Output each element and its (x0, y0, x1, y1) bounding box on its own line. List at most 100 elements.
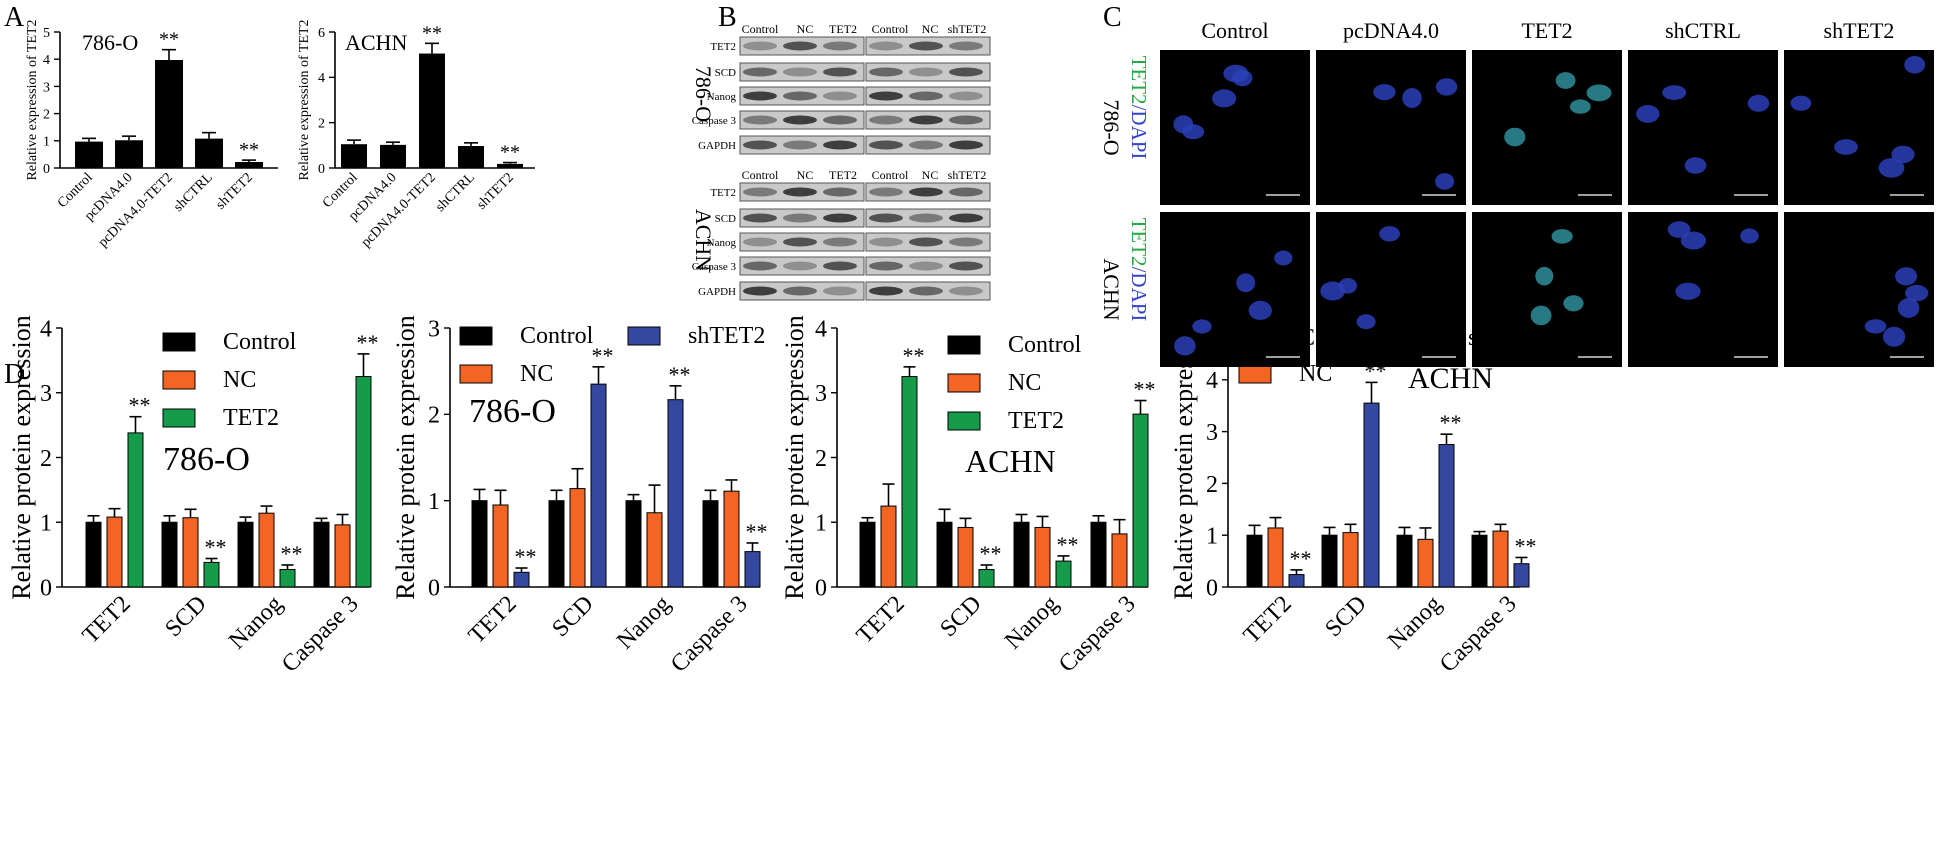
significance-label: ** (281, 541, 303, 566)
y-tick-label: 4 (1206, 368, 1218, 394)
y-tick-label: 4 (318, 71, 325, 86)
nucleus (1747, 94, 1770, 112)
panel-letter-c: C (1103, 2, 1122, 33)
significance-label: ** (500, 142, 520, 164)
lane-label: NC (797, 168, 814, 182)
category-label: Nanog (1000, 591, 1064, 655)
blot-band (783, 115, 817, 125)
blot-strip (865, 62, 991, 82)
band-label: TET2 (710, 187, 736, 199)
significance-label: ** (1057, 532, 1079, 557)
blot-band (909, 237, 943, 247)
lane-label: NC (797, 22, 814, 36)
category-label: SCD (935, 591, 986, 642)
bar (458, 146, 484, 168)
y-tick-label: 6 (318, 26, 325, 41)
stain-tet2: TET2 (1127, 218, 1151, 267)
lane-label: Control (742, 22, 779, 36)
lane-label: TET2 (829, 168, 857, 182)
nucleus (1667, 221, 1691, 238)
category-label: TET2 (78, 591, 136, 649)
legend-swatch (162, 370, 196, 390)
bar (279, 569, 296, 588)
if-tile (1160, 50, 1310, 205)
bar (1090, 521, 1107, 588)
y-tick-label: 1 (815, 511, 827, 537)
blot-band (743, 115, 777, 125)
column-header: Control (1201, 18, 1268, 43)
bar (106, 516, 123, 588)
legend-label: Control (1008, 332, 1082, 358)
blot-band (949, 237, 983, 247)
y-tick-label: 0 (428, 575, 440, 601)
legend: Control NC TET2 (162, 329, 297, 431)
legend-label: TET2 (1008, 408, 1064, 434)
bar (1342, 532, 1359, 588)
blot-strip (865, 135, 991, 155)
western-blot-panel: Control NC TET2 Control NC shTET2 TET2 SCD Nanog… (691, 22, 991, 301)
bar (334, 524, 351, 588)
blot-band (869, 261, 903, 271)
legend-label: Control (223, 329, 297, 355)
bar (85, 521, 102, 588)
blot-band (869, 213, 903, 223)
nucleus (1356, 314, 1376, 330)
bar (548, 500, 565, 588)
nucleus (1555, 72, 1576, 89)
bar (203, 561, 220, 588)
nucleus (1504, 127, 1526, 147)
y-tick-label: 3 (1206, 420, 1218, 446)
bar (744, 551, 761, 588)
nucleus (1904, 56, 1926, 74)
blot-band (783, 140, 817, 150)
blot-strip (865, 208, 991, 228)
bar (1111, 533, 1128, 588)
bar (1438, 444, 1455, 588)
blot-band (783, 213, 817, 223)
significance-label: ** (357, 330, 379, 355)
chart-title: ACHN (345, 30, 407, 55)
band-label: SCD (715, 67, 736, 79)
blot-band (783, 187, 817, 197)
blot-band (869, 140, 903, 150)
lane-label: TET2 (829, 22, 857, 36)
column-header: pcDNA4.0 (1343, 18, 1439, 43)
y-tick-label: 1 (43, 135, 50, 150)
bar (1267, 527, 1284, 588)
category-label: shTET2 (213, 170, 256, 213)
blot-band (869, 237, 903, 247)
bar (936, 521, 953, 588)
significance-label: ** (515, 544, 537, 569)
legend-label: TET2 (223, 405, 279, 431)
y-tick-label: 1 (40, 511, 52, 537)
nucleus (1435, 78, 1458, 96)
if-tile (1784, 212, 1934, 367)
column-header: shTET2 (1824, 18, 1895, 43)
if-tile (1316, 212, 1466, 367)
blot-band (823, 140, 857, 150)
chart-title: ACHN (1408, 362, 1493, 395)
bar (313, 521, 330, 588)
y-tick-label: 2 (43, 108, 50, 123)
y-tick-label: 3 (40, 381, 52, 407)
blot-band (909, 41, 943, 51)
stain-separator: / (1127, 105, 1151, 111)
blot-band (743, 286, 777, 296)
category-label: shCTRL (433, 170, 478, 215)
lane-label: shTET2 (948, 168, 987, 182)
y-tick-label: 2 (815, 446, 827, 472)
blot-band (783, 91, 817, 101)
y-tick-label: 3 (428, 316, 440, 342)
legend-swatch (947, 373, 981, 393)
bar (258, 512, 275, 588)
blot-band (823, 213, 857, 223)
blot-band (949, 261, 983, 271)
bar (1321, 534, 1338, 588)
legend-label: NC (1008, 370, 1041, 396)
nucleus (1248, 300, 1272, 320)
panel-letter-a: A (4, 2, 25, 33)
blot-band (949, 115, 983, 125)
bar (513, 571, 530, 588)
bar (1471, 534, 1488, 588)
